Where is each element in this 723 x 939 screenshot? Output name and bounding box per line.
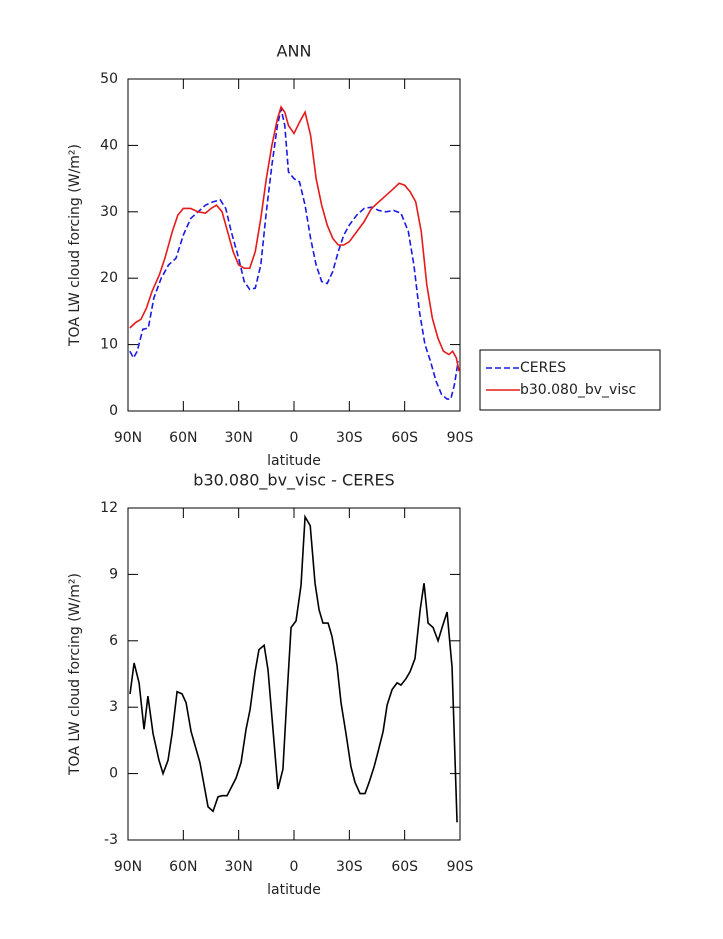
y-axis-label: TOA LW cloud forcing (W/m²) [67,573,83,776]
x-tick-label: 60S [391,859,418,875]
y-tick-label: 40 [100,137,118,153]
y-tick-label: 50 [100,71,118,87]
x-tick-label: 90N [114,859,142,875]
y-tick-label: 3 [109,699,118,715]
x-axis-label: latitude [267,882,321,898]
x-tick-label: 30N [225,430,253,446]
x-tick-label: 0 [290,859,299,875]
x-tick-label: 60N [169,430,197,446]
x-tick-label: 90S [447,430,474,446]
line-series [129,514,458,823]
line-series [129,105,460,372]
x-tick-label: 90S [447,859,474,875]
y-tick-label: -3 [104,832,118,848]
legend-label: CERES [520,360,566,376]
legend-box [479,349,661,411]
x-tick-label: 0 [290,430,299,446]
x-tick-label: 30N [225,859,253,875]
y-axis-label: TOA LW cloud forcing (W/m²) [67,144,83,347]
y-tick-label: 20 [100,270,118,286]
plot-frame [127,507,461,841]
x-tick-label: 30S [336,430,363,446]
x-axis-label: latitude [267,453,321,469]
y-tick-label: 30 [100,204,118,220]
y-tick-label: 10 [100,337,118,353]
x-tick-label: 90N [114,430,142,446]
y-tick-label: 0 [109,766,118,782]
y-tick-label: 12 [100,500,118,516]
x-tick-label: 60S [391,430,418,446]
chart-title: b30.080_bv_visc - CERES [193,471,394,491]
x-tick-label: 30S [336,859,363,875]
line-series [129,108,459,400]
y-tick-label: 6 [109,633,118,649]
y-tick-label: 9 [109,566,118,582]
chart-title: ANN [277,42,312,61]
y-tick-label: 0 [109,403,118,419]
x-tick-label: 60N [169,859,197,875]
legend-label: b30.080_bv_visc [520,382,636,398]
